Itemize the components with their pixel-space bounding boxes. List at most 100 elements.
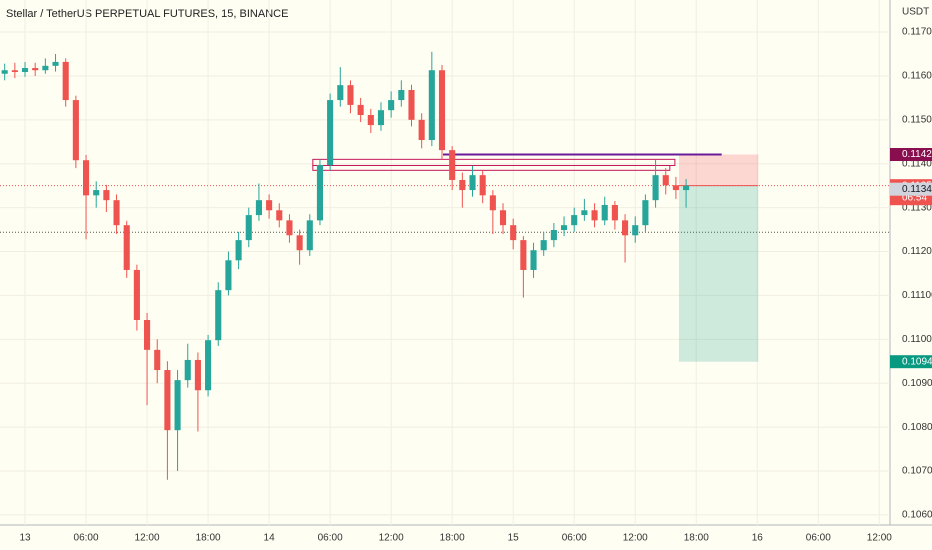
stop-zone (678, 154, 759, 186)
candle-body (499, 210, 507, 226)
candle-body (530, 250, 537, 270)
candle-body (581, 210, 588, 216)
candle-body (286, 220, 293, 236)
candle-body (683, 185, 690, 191)
candle-body (377, 110, 385, 126)
price-label: 0.11342 (902, 184, 932, 195)
y-tick-label: 0.11700 (902, 27, 932, 38)
x-tick-label: 06:00 (562, 533, 587, 544)
price-label: 0.11421 (902, 149, 932, 160)
x-tick-label: 12:00 (623, 533, 648, 544)
x-tick-label: 18:00 (684, 533, 709, 544)
zone (312, 158, 676, 166)
x-tick-label: 06:00 (806, 533, 831, 544)
candle-body (245, 215, 252, 241)
price-label-bg (890, 182, 932, 196)
x-tick-label: 06:00 (74, 533, 99, 544)
candle-body (133, 269, 140, 321)
candle-body (113, 200, 120, 226)
candle-body (194, 359, 201, 391)
candle-body (347, 85, 354, 105)
x-tick-label: 16 (752, 533, 764, 544)
candle-body (103, 190, 110, 201)
candle-body (591, 210, 598, 221)
x-tick-label: 18:00 (440, 533, 465, 544)
candle-body (215, 290, 222, 341)
x-tick-label: 12:00 (867, 533, 892, 544)
candle-body (520, 240, 527, 270)
candle-body (225, 260, 232, 291)
candle-body (510, 225, 517, 241)
candle-body (327, 100, 334, 166)
x-tick-label: 18:00 (196, 533, 221, 544)
candle-body (205, 340, 212, 391)
candle-body (255, 200, 262, 216)
candle-body (306, 220, 313, 251)
candle-body (357, 104, 364, 116)
x-tick-label: 12:00 (135, 533, 160, 544)
candle-body (42, 65, 49, 71)
candle-body (489, 195, 496, 211)
candle-body (266, 200, 273, 211)
candle-body (459, 179, 466, 191)
candle-body (408, 89, 415, 120)
candle-body (560, 225, 568, 231)
candle-body (428, 70, 435, 141)
candle-body (398, 89, 405, 101)
candle-body (52, 61, 59, 66)
candle-body (21, 68, 29, 72)
x-tick-label: 06:00 (318, 533, 343, 544)
candle-body (601, 204, 608, 221)
candle-body (611, 204, 618, 221)
x-tick-label: 12:00 (379, 533, 404, 544)
candle-body (571, 215, 578, 226)
candle-body (316, 165, 324, 221)
candle-body (652, 175, 659, 201)
candle-body (154, 349, 161, 371)
candle-body (449, 150, 456, 180)
candle-body (296, 235, 303, 251)
x-tick-label: 13 (19, 533, 31, 544)
candle-body (93, 190, 100, 196)
candle-body (337, 85, 344, 101)
currency-label: USDT (902, 7, 929, 18)
x-tick-label: 15 (508, 533, 520, 544)
candle-body (622, 220, 629, 236)
candle-body (123, 225, 130, 270)
candle-body (388, 100, 395, 111)
candle-body (662, 175, 669, 186)
candle-body (550, 230, 557, 241)
candle-body (62, 61, 69, 101)
candle-body (367, 115, 374, 126)
candle-body (276, 210, 283, 221)
candle-body (164, 370, 171, 431)
candle-body (11, 70, 18, 72)
candle-body (32, 68, 39, 71)
candle-body (672, 185, 679, 191)
candle-body (632, 225, 639, 236)
candle-body (479, 175, 486, 196)
candle-body (418, 119, 425, 141)
candle-body (82, 160, 90, 196)
candle-body (1, 70, 8, 74)
price-label-bg (890, 355, 932, 369)
candle-body (438, 70, 446, 151)
candle-body (144, 320, 151, 350)
price-label: 0.10949 (902, 356, 932, 367)
zone (312, 164, 671, 171)
candle-body (540, 240, 547, 251)
candle-body (642, 200, 649, 226)
target-zone (678, 185, 759, 362)
candle-body (469, 175, 476, 191)
candle-body (174, 380, 181, 431)
